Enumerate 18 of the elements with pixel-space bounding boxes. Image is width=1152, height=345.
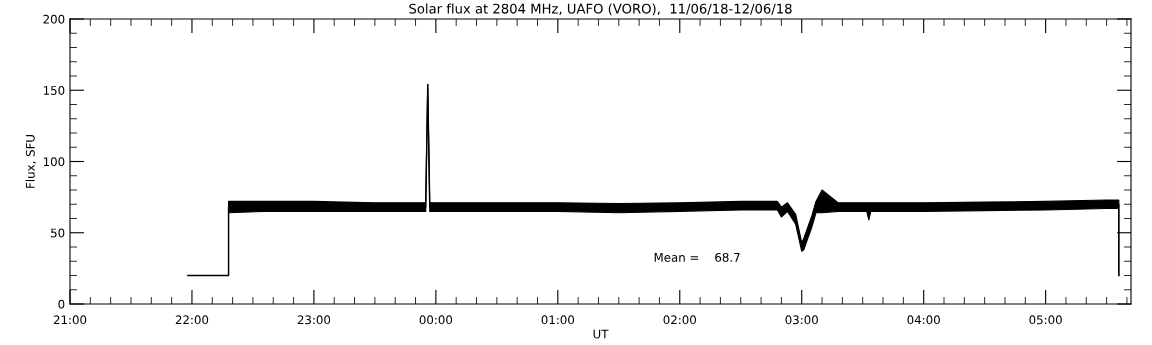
x-tick-label: 04:00: [907, 315, 940, 325]
y-tick-label: 0: [58, 299, 65, 309]
x-tick-label: 22:00: [175, 315, 209, 325]
x-tick-label: 01:00: [541, 315, 575, 325]
x-tick-label: 02:00: [663, 315, 696, 325]
annotation: Mean = 68.7: [654, 252, 740, 262]
x-tick-label: 03:00: [785, 315, 818, 325]
x-tick-label: 21:00: [53, 315, 87, 325]
x-tick-label: 23:00: [297, 315, 331, 325]
y-axis-title: Flux, SFU: [25, 135, 36, 188]
chart-title: Solar flux at 2804 MHz, UAFO (VORO), 11/06/18-12/06/18: [409, 3, 792, 16]
y-tick-label: 100: [43, 157, 65, 167]
x-tick-label: 05:00: [1029, 315, 1062, 325]
y-tick-label: 200: [43, 14, 65, 24]
y-tick-label: 150: [43, 85, 65, 95]
y-tick-label: 50: [51, 228, 65, 238]
x-axis-title: UT: [593, 329, 609, 339]
x-tick-label: 00:00: [419, 315, 453, 325]
